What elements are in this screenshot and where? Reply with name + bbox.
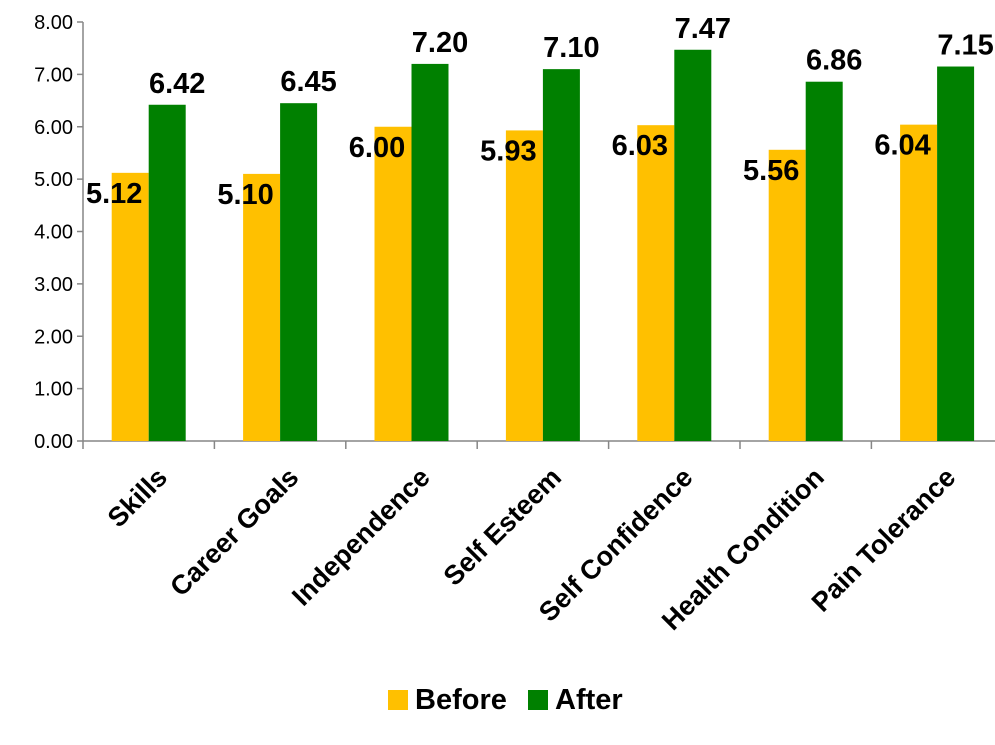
bar-after-independence (411, 63, 449, 442)
bar-after-health-condition (805, 81, 843, 442)
data-label-after: 6.42 (149, 68, 205, 100)
bar-after-self-esteem (542, 69, 580, 441)
data-label-after: 7.10 (543, 32, 599, 64)
data-labels: 5.12 6.42 5.10 6.45 6.00 7.20 5.93 7.10 6.03 7.47… (86, 13, 994, 211)
x-tick-label: Independence (286, 462, 436, 612)
data-label-after: 7.20 (412, 27, 468, 59)
y-tick-label: 4.00 (34, 222, 73, 244)
data-label-after: 7.47 (675, 13, 731, 45)
data-label-before: 5.10 (217, 179, 273, 211)
y-axis-ticks: 0.00 1.00 2.00 3.00 4.00 5.00 6.00 7.00 8.00 (34, 12, 83, 453)
bar-before-skills (111, 172, 149, 441)
bar-before-health-condition (768, 149, 806, 442)
bar-before-career-goals (243, 173, 281, 441)
legend-swatch-before (388, 690, 408, 710)
bar-before-self-esteem (505, 130, 543, 441)
legend-label-after: After (555, 684, 623, 716)
y-tick-label: 8.00 (34, 12, 73, 34)
data-label-before: 5.12 (86, 178, 142, 210)
bar-before-independence (374, 126, 412, 441)
bar-before-pain-tolerance (900, 124, 938, 441)
x-tick-label: Career Goals (164, 462, 304, 602)
chart-bars (111, 49, 975, 442)
y-tick-label: 6.00 (34, 117, 73, 139)
legend-label-before: Before (415, 684, 507, 716)
bar-before-self-confidence (637, 125, 675, 442)
x-tick-label: Skills (102, 462, 173, 533)
y-tick-label: 5.00 (34, 169, 73, 191)
y-tick-label: 3.00 (34, 274, 73, 296)
data-label-before: 5.56 (743, 155, 799, 187)
data-label-before: 5.93 (480, 135, 536, 167)
data-label-after: 7.15 (937, 30, 993, 62)
bar-after-career-goals (280, 103, 318, 442)
data-label-after: 6.45 (280, 66, 336, 98)
data-label-before: 6.03 (612, 130, 668, 162)
chart-legend: Before After (388, 684, 623, 716)
x-tick-label: Self Esteem (438, 462, 567, 591)
legend-swatch-after (528, 690, 548, 710)
data-label-after: 6.86 (806, 45, 862, 77)
x-tick-label: Pain Tolerance (806, 462, 962, 618)
y-tick-label: 1.00 (34, 379, 73, 401)
y-tick-label: 7.00 (34, 64, 73, 86)
bar-after-pain-tolerance (937, 66, 975, 442)
bar-after-self-confidence (674, 49, 712, 441)
y-tick-label: 2.00 (34, 326, 73, 348)
data-label-before: 6.04 (874, 130, 930, 162)
data-label-before: 6.00 (349, 132, 405, 164)
bar-after-skills (148, 104, 186, 441)
y-tick-label: 0.00 (34, 431, 73, 453)
